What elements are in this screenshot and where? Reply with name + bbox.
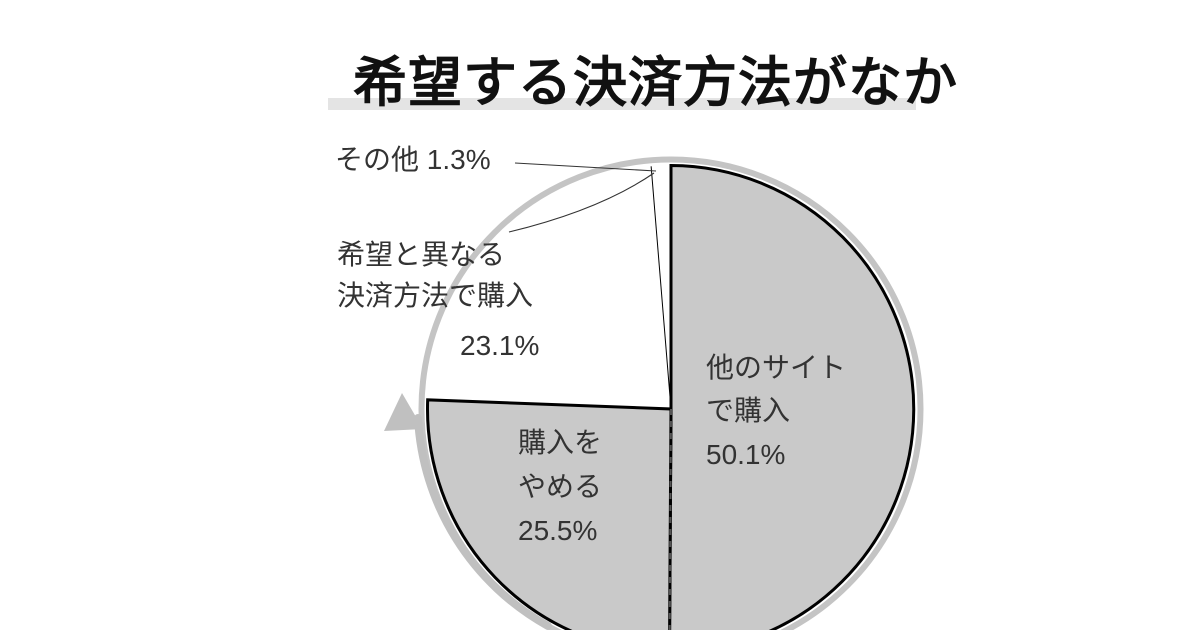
svg-text:購入を: 購入を bbox=[518, 427, 602, 458]
svg-text:他のサイト: 他のサイト bbox=[706, 352, 846, 383]
svg-text:希望と異なる: 希望と異なる bbox=[337, 239, 505, 270]
svg-text:決済方法で購入: 決済方法で購入 bbox=[337, 280, 533, 311]
svg-text:やめる: やめる bbox=[518, 471, 602, 502]
svg-text:25.5%: 25.5% bbox=[518, 515, 597, 546]
svg-text:その他 1.3%: その他 1.3% bbox=[335, 144, 491, 175]
svg-text:50.1%: 50.1% bbox=[706, 439, 785, 470]
svg-text:23.1%: 23.1% bbox=[460, 330, 539, 361]
svg-text:で購入: で購入 bbox=[706, 395, 790, 426]
